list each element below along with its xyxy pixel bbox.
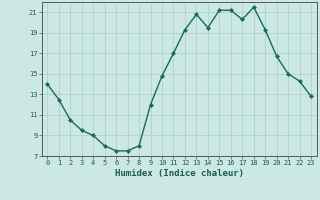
X-axis label: Humidex (Indice chaleur): Humidex (Indice chaleur): [115, 169, 244, 178]
